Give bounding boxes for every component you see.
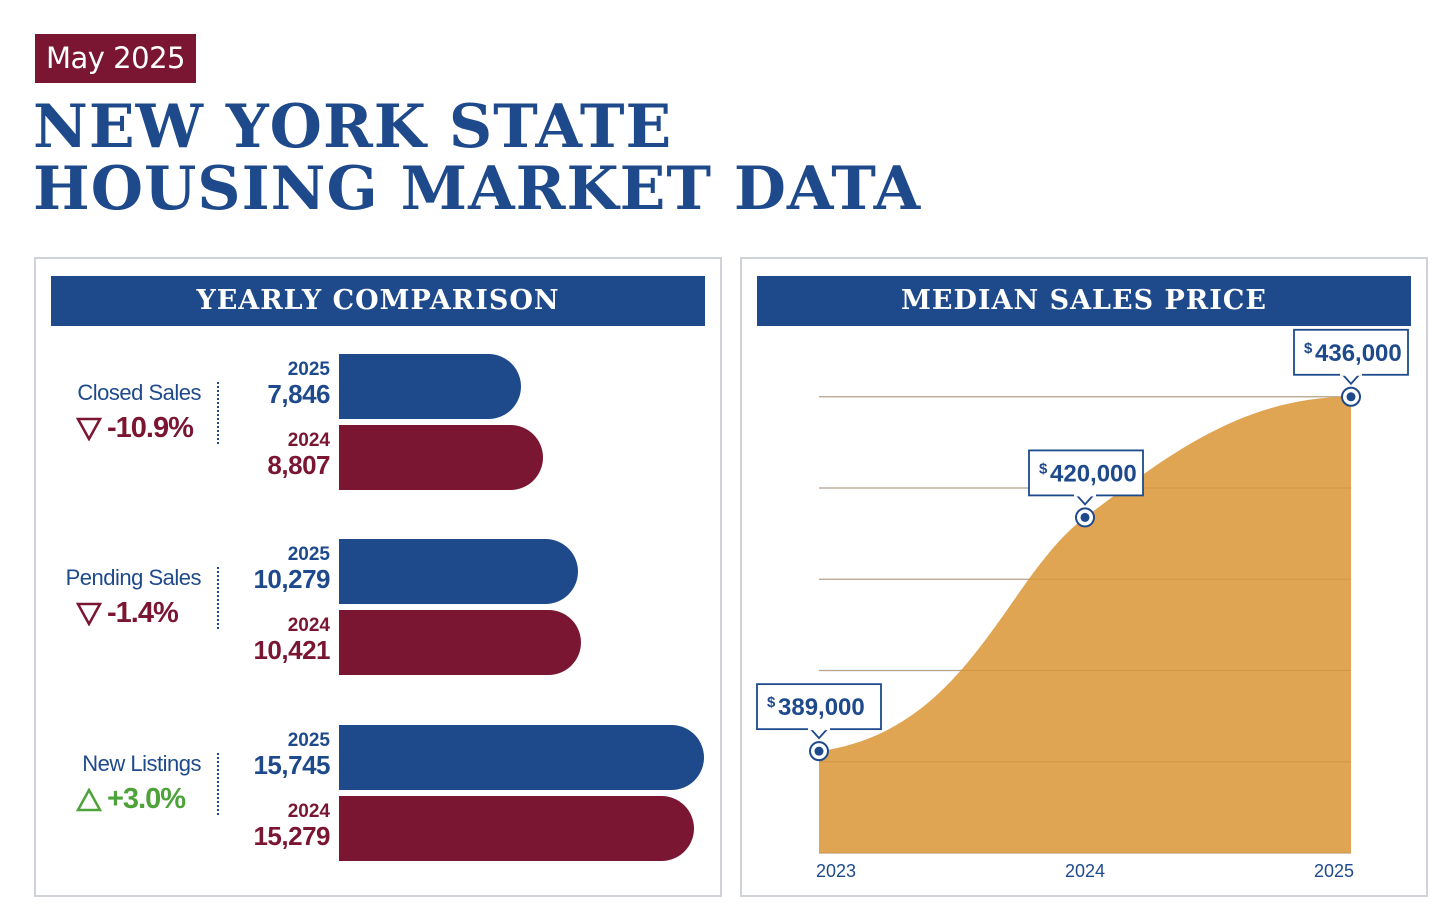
metric-new-listings: New Listings +3.0% 2025 15,745 2024 15,279	[36, 725, 724, 865]
bar-year: 2025	[287, 730, 330, 751]
data-point-dot	[814, 746, 824, 756]
bar-label-2024: 2024 10,421	[253, 615, 330, 665]
price-value-2024: 420,000	[1050, 460, 1137, 487]
metric-change: +3.0%	[76, 783, 186, 816]
title-line-1: NEW YORK STATE	[33, 92, 673, 162]
price-callout-box	[1028, 449, 1144, 497]
metric-closed-sales: Closed Sales -10.9% 2025 7,846 2024 8,807	[36, 354, 724, 494]
price-callout-pointer-mask	[1074, 492, 1096, 497]
bar-year: 2024	[287, 430, 330, 451]
triangle-down-icon	[76, 417, 102, 441]
bar-value: 10,421	[253, 635, 330, 665]
bar-value: 15,745	[253, 750, 330, 780]
price-value-2025: 436,000	[1315, 340, 1402, 367]
median-price-area	[819, 396, 1351, 853]
price-value-2023: 389,000	[778, 694, 865, 721]
metric-change: -10.9%	[76, 412, 194, 445]
bar-value: 7,846	[267, 379, 330, 409]
price-callout-box	[756, 683, 882, 731]
bar-label-2025: 2025 10,279	[253, 544, 330, 594]
price-currency: $	[1039, 460, 1048, 477]
date-badge: May 2025	[35, 34, 196, 83]
bar-closed-sales-2024	[339, 425, 544, 490]
x-tick-2023: 2023	[816, 861, 856, 881]
bar-pending-sales-2025	[339, 539, 578, 604]
bar-year: 2025	[287, 359, 330, 380]
bar-year: 2024	[287, 615, 330, 636]
price-currency: $	[767, 694, 776, 711]
bar-closed-sales-2025	[339, 354, 522, 419]
yearly-comparison-title: YEARLY COMPARISON	[51, 276, 705, 326]
bar-new-listings-2024	[339, 796, 694, 861]
metric-change-value: -1.4%	[107, 597, 179, 629]
bar-label-2024: 2024 8,807	[267, 430, 330, 480]
price-currency: $	[1304, 340, 1313, 357]
metric-pending-sales: Pending Sales -1.4% 2025 10,279 2024 10,421	[36, 539, 724, 679]
bar-label-2025: 2025 7,846	[267, 359, 330, 409]
bar-year: 2025	[287, 544, 330, 565]
metric-divider	[217, 753, 219, 815]
metric-divider	[217, 567, 219, 629]
metric-change-value: -10.9%	[107, 412, 194, 444]
page-title: NEW YORK STATE HOUSING MARKET DATA	[33, 96, 921, 220]
bar-new-listings-2025	[339, 725, 705, 790]
price-callout-pointer-mask	[1340, 371, 1362, 376]
yearly-comparison-panel: YEARLY COMPARISON Closed Sales -10.9% 2025…	[34, 257, 722, 897]
metric-divider	[217, 382, 219, 444]
median-sales-price-panel: MEDIAN SALES PRICE $389,000 2023 $420,000 2…	[740, 257, 1428, 897]
triangle-down-icon	[76, 602, 102, 626]
bar-label-2024: 2024 15,279	[253, 801, 330, 851]
bar-label-2025: 2025 15,745	[253, 730, 330, 780]
price-callout-box	[1293, 328, 1409, 376]
bar-value: 10,279	[253, 564, 330, 594]
price-callout-pointer-mask	[808, 726, 830, 731]
metric-name: Closed Sales	[77, 380, 201, 405]
metric-name: Pending Sales	[65, 565, 202, 590]
bar-year: 2024	[287, 801, 330, 822]
data-point-dot	[1346, 392, 1356, 402]
triangle-up-icon	[76, 787, 102, 811]
median-sales-price-title: MEDIAN SALES PRICE	[757, 276, 1411, 326]
title-line-2: HOUSING MARKET DATA	[33, 154, 922, 224]
metric-change: -1.4%	[76, 597, 179, 630]
bar-pending-sales-2024	[339, 610, 581, 675]
metric-name: New Listings	[82, 751, 201, 776]
data-point-dot	[1080, 512, 1090, 522]
metric-change-value: +3.0%	[107, 783, 186, 815]
median-price-chart: $389,000 2023 $ 420,000 2024 $ 436,000 2025	[756, 328, 1409, 881]
bar-value: 8,807	[267, 450, 330, 480]
bar-value: 15,279	[253, 821, 330, 851]
x-tick-2025: 2025	[1314, 861, 1354, 881]
x-tick-2024: 2024	[1065, 861, 1105, 881]
